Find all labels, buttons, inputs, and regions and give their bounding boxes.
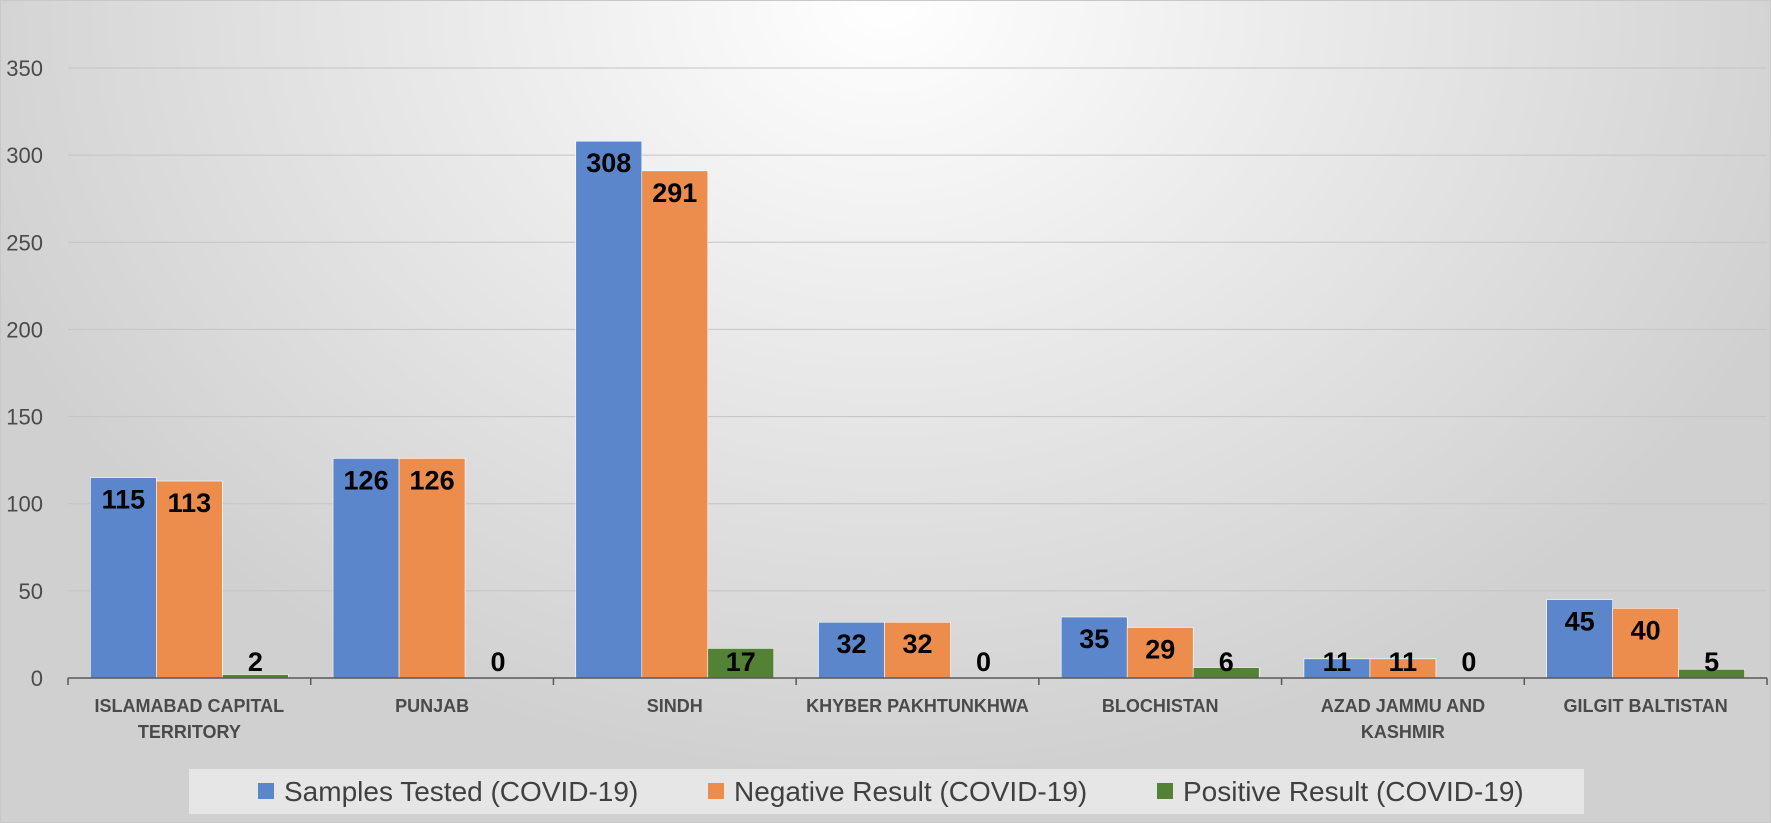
category-label: ISLAMABAD CAPITAL (95, 696, 285, 716)
bar (332, 458, 400, 679)
bar (1126, 627, 1194, 679)
data-label: 11 (1389, 647, 1418, 677)
y-tick-label: 300 (6, 143, 43, 168)
y-tick-label: 200 (6, 317, 43, 342)
data-label: 115 (102, 485, 146, 515)
category-label: SINDH (647, 696, 703, 716)
bar (156, 480, 223, 679)
data-label: 0 (1461, 647, 1476, 677)
x-axis-category-labels: ISLAMABAD CAPITAL TERRITORY PUNJAB SINDH KHY… (95, 696, 1728, 742)
category-label: AZAD JAMMU AND (1321, 696, 1485, 716)
y-tick-label: 100 (6, 492, 43, 517)
bar (818, 621, 885, 679)
category-label: KASHMIR (1361, 722, 1445, 742)
data-label: 45 (1565, 607, 1595, 637)
legend-label: Positive Result (COVID-19) (1183, 776, 1524, 807)
bar (398, 458, 466, 679)
category-label: GILGIT BALTISTAN (1563, 696, 1727, 716)
category-label: PUNJAB (395, 696, 469, 716)
data-label: 32 (836, 629, 866, 659)
bar (641, 170, 709, 679)
legend-label: Negative Result (COVID-19) (734, 776, 1087, 807)
bar (575, 140, 643, 679)
data-label: 40 (1631, 615, 1661, 645)
data-label: 32 (902, 629, 932, 659)
data-labels: 115 113 2 126 126 0 308 291 17 32 32 0 35 29 6 11 11 0 45 4… (102, 148, 1720, 677)
data-label: 11 (1323, 647, 1352, 677)
data-label: 126 (344, 465, 389, 495)
data-label: 6 (1219, 647, 1234, 677)
data-label: 2 (248, 647, 263, 677)
y-axis-tick-labels: 0 50 100 150 200 250 300 350 (6, 56, 43, 691)
legend: Samples Tested (COVID-19) Negative Result… (189, 769, 1584, 814)
x-axis (67, 677, 1768, 685)
data-label: 5 (1704, 647, 1719, 677)
y-tick-label: 350 (6, 56, 43, 81)
category-label: BLOCHISTAN (1102, 696, 1219, 716)
gridlines (68, 67, 1767, 592)
y-tick-label: 50 (19, 579, 43, 604)
y-tick-label: 250 (6, 230, 43, 255)
bar (1060, 616, 1128, 679)
data-label: 113 (168, 488, 212, 518)
bars (90, 140, 1745, 679)
bar (1546, 599, 1613, 679)
data-label: 29 (1145, 634, 1175, 664)
data-label: 291 (652, 178, 697, 208)
data-label: 17 (726, 647, 756, 677)
category-label: KHYBER PAKHTUNKHWA (806, 696, 1029, 716)
y-tick-label: 0 (31, 666, 43, 691)
legend-box (189, 769, 1584, 814)
bar (1612, 607, 1679, 679)
data-label: 35 (1079, 624, 1109, 654)
legend-swatch (708, 783, 724, 799)
legend-swatch (258, 783, 274, 799)
category-label: TERRITORY (138, 722, 241, 742)
data-label: 308 (586, 148, 631, 178)
data-label: 126 (410, 465, 455, 495)
legend-swatch (1157, 783, 1173, 799)
data-label: 0 (976, 647, 991, 677)
legend-label: Samples Tested (COVID-19) (284, 776, 638, 807)
y-tick-label: 150 (6, 405, 43, 430)
data-label: 0 (491, 647, 506, 677)
